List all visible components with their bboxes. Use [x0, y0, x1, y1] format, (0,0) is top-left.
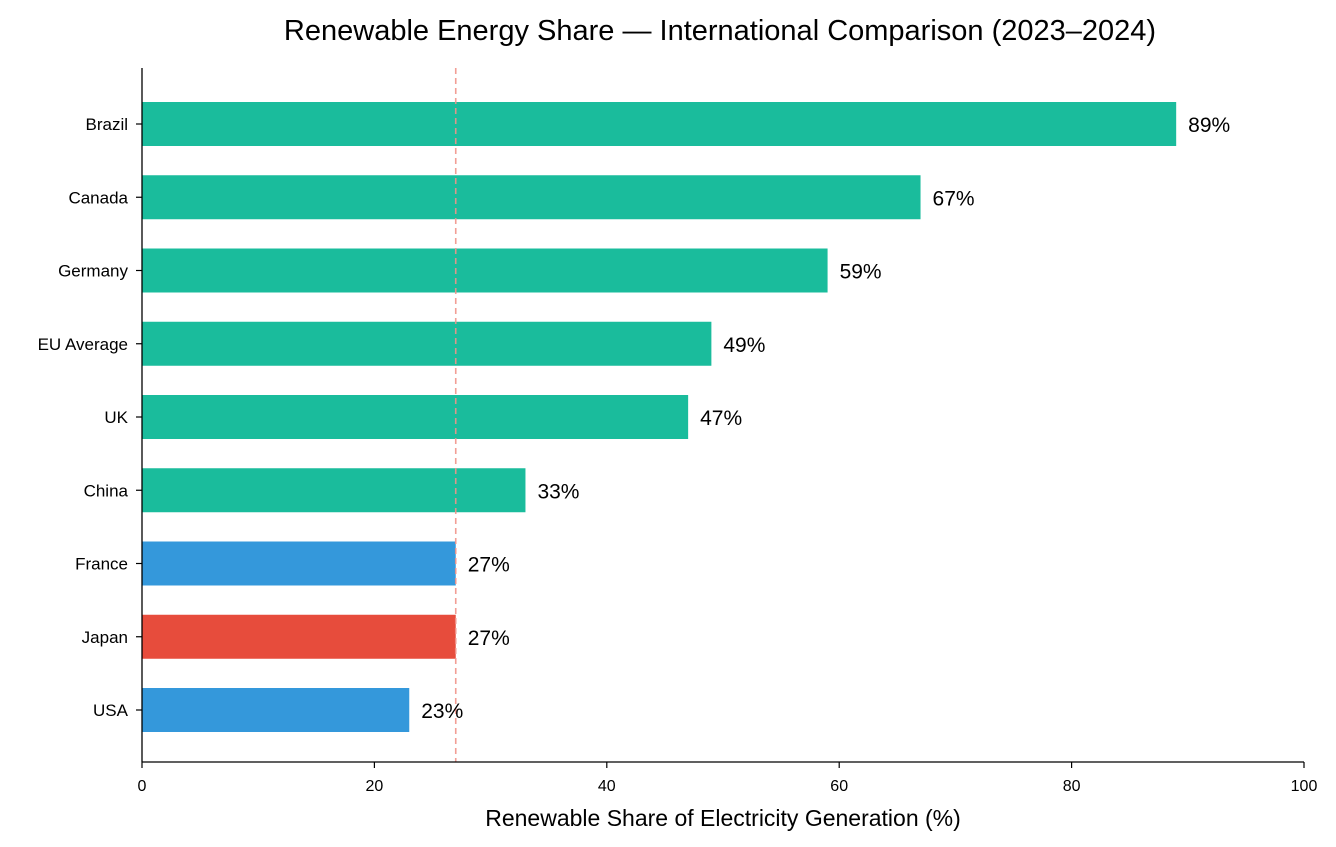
data-label: 47% [700, 407, 742, 430]
data-label: 59% [840, 261, 882, 284]
bar-china [142, 468, 526, 513]
y-tick-label: USA [93, 701, 129, 720]
bar-france [142, 541, 456, 586]
axes-group [141, 68, 1304, 763]
x-ticks-group: 0 20 40 60 80 100 [138, 762, 1318, 795]
bar-uk [142, 395, 689, 439]
data-label: 27% [468, 627, 510, 650]
data-labels-group: 89% 67% 59% 49% 47% 33% 27% 27% 23% [421, 114, 1230, 723]
data-label: 67% [933, 187, 975, 210]
x-tick-label: 60 [830, 778, 848, 795]
bar-japan [142, 614, 456, 659]
bar-canada [142, 175, 921, 220]
data-label: 27% [468, 554, 510, 577]
y-tick-label: Canada [68, 188, 128, 207]
y-tick-label: UK [104, 408, 128, 427]
data-label: 33% [537, 480, 579, 503]
x-tick-label: 80 [1063, 778, 1081, 795]
y-ticks-group: Brazil Canada Germany EU Average UK China Fran… [38, 115, 142, 720]
chart-title: Renewable Energy Share — International C… [284, 15, 1156, 47]
x-tick-label: 40 [598, 778, 616, 795]
bars-group [142, 102, 1177, 732]
bar-brazil [142, 102, 1177, 146]
y-tick-label: Japan [82, 628, 128, 647]
x-axis-label: Renewable Share of Electricity Generatio… [485, 805, 961, 831]
bar-eu-average [142, 321, 712, 366]
x-tick-label: 100 [1291, 778, 1318, 795]
x-tick-label: 0 [138, 778, 147, 795]
y-tick-label: Germany [58, 262, 128, 281]
y-tick-label: EU Average [38, 335, 128, 354]
y-tick-label: Brazil [85, 115, 128, 134]
data-label: 49% [723, 334, 765, 357]
bar-germany [142, 248, 828, 293]
y-tick-label: France [75, 555, 128, 574]
bar-usa [142, 688, 410, 732]
y-tick-label: China [84, 481, 129, 500]
data-label: 89% [1188, 114, 1230, 137]
data-label: 23% [421, 700, 463, 723]
x-tick-label: 20 [366, 778, 384, 795]
